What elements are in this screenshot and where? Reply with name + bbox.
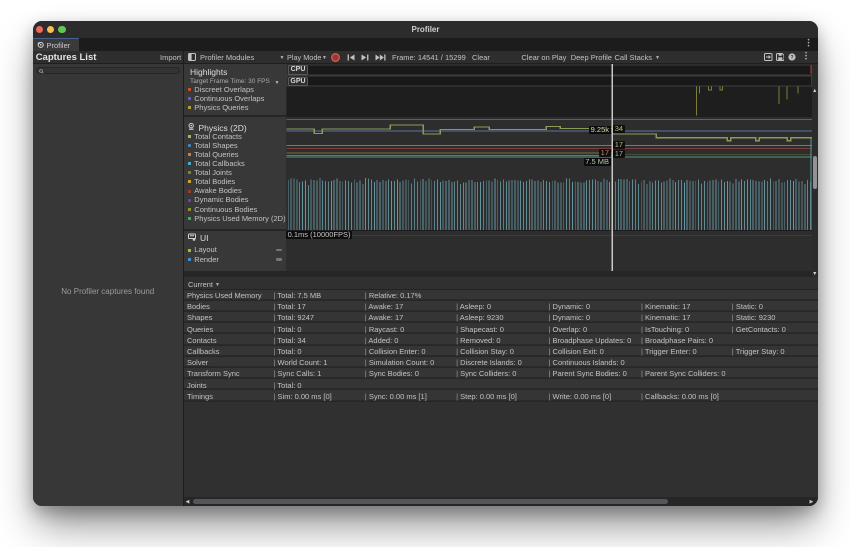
svg-text:?: ? <box>790 55 793 61</box>
